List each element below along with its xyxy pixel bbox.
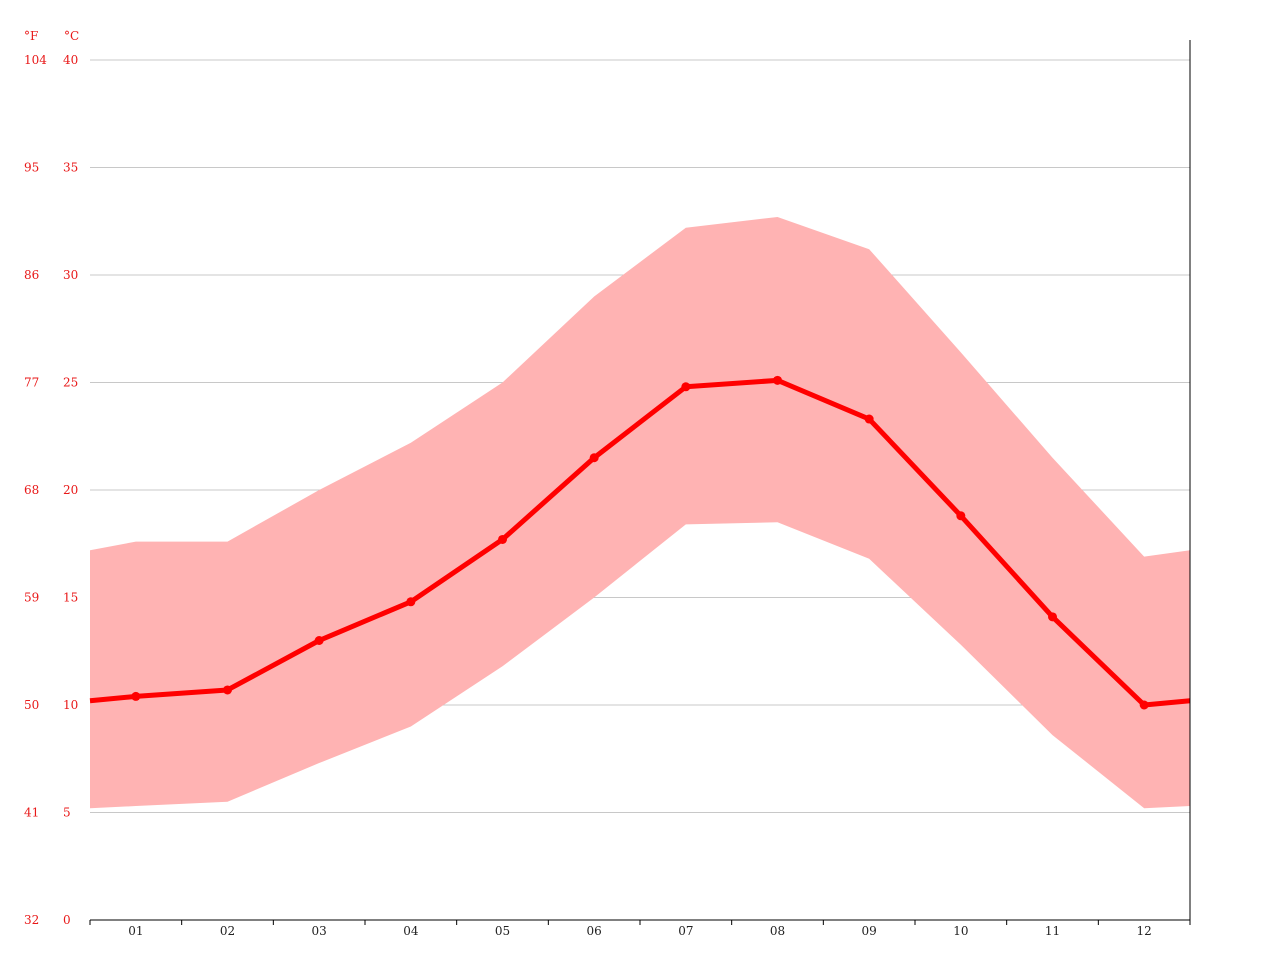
mean-point [1048, 612, 1057, 622]
y-tick-celsius: 0 [63, 913, 71, 927]
mean-point [681, 382, 691, 392]
x-tick-label: 05 [495, 924, 510, 938]
y-tick-fahrenheit: 50 [24, 698, 39, 712]
mean-point [406, 597, 416, 607]
mean-point [223, 685, 232, 695]
x-tick-label: 03 [312, 924, 327, 938]
x-tick-label: 02 [220, 924, 235, 938]
y-tick-fahrenheit: 41 [24, 806, 39, 820]
x-tick-label: 11 [1045, 924, 1060, 938]
x-tick-label: 08 [770, 924, 785, 938]
x-tick-label: 04 [403, 924, 419, 938]
x-tick-label: 01 [128, 924, 143, 938]
y-tick-celsius: 40 [63, 53, 78, 67]
y-ticks: 32 0 41 5 50 10 59 15 68 20 77 25 86 30 95 35 104 40 [24, 53, 78, 927]
y-tick-celsius: 30 [63, 268, 78, 282]
y-tick-fahrenheit: 68 [24, 483, 39, 497]
y-tick-fahrenheit: 77 [24, 376, 39, 390]
y-tick-fahrenheit: 59 [24, 591, 39, 605]
mean-point [498, 534, 507, 544]
y-tick-fahrenheit: 104 [24, 53, 47, 67]
celsius-unit-label: °C [64, 29, 79, 43]
y-tick-celsius: 15 [63, 591, 78, 605]
y-tick-celsius: 20 [63, 483, 78, 497]
mean-point [1139, 700, 1149, 710]
mean-temperature-line [89, 377, 1191, 708]
x-ticks: 01 02 03 04 05 06 07 08 09 10 11 12 [89, 920, 1191, 938]
x-tick-label: 06 [587, 924, 602, 938]
x-tick-label: 12 [1137, 924, 1152, 938]
y-tick-fahrenheit: 86 [24, 268, 39, 282]
y-tick-fahrenheit: 95 [24, 161, 39, 175]
y-tick-celsius: 10 [63, 698, 78, 712]
x-tick-label: 09 [862, 924, 877, 938]
x-tick-label: 07 [678, 924, 693, 938]
y-tick-celsius: 5 [63, 806, 71, 820]
mean-point [589, 453, 599, 463]
y-tick-celsius: 25 [63, 376, 78, 390]
mean-point [773, 375, 782, 385]
mean-point [314, 636, 324, 645]
fahrenheit-unit-label: °F [24, 29, 38, 43]
mean-point [864, 414, 874, 424]
x-tick-label: 10 [953, 924, 968, 938]
y-tick-celsius: 35 [63, 161, 78, 175]
y-tick-fahrenheit: 32 [24, 913, 39, 927]
mean-point [131, 691, 141, 701]
mean-point [956, 511, 966, 521]
temperature-range-band [90, 216, 1190, 809]
mean-temperature-points [131, 375, 1149, 710]
